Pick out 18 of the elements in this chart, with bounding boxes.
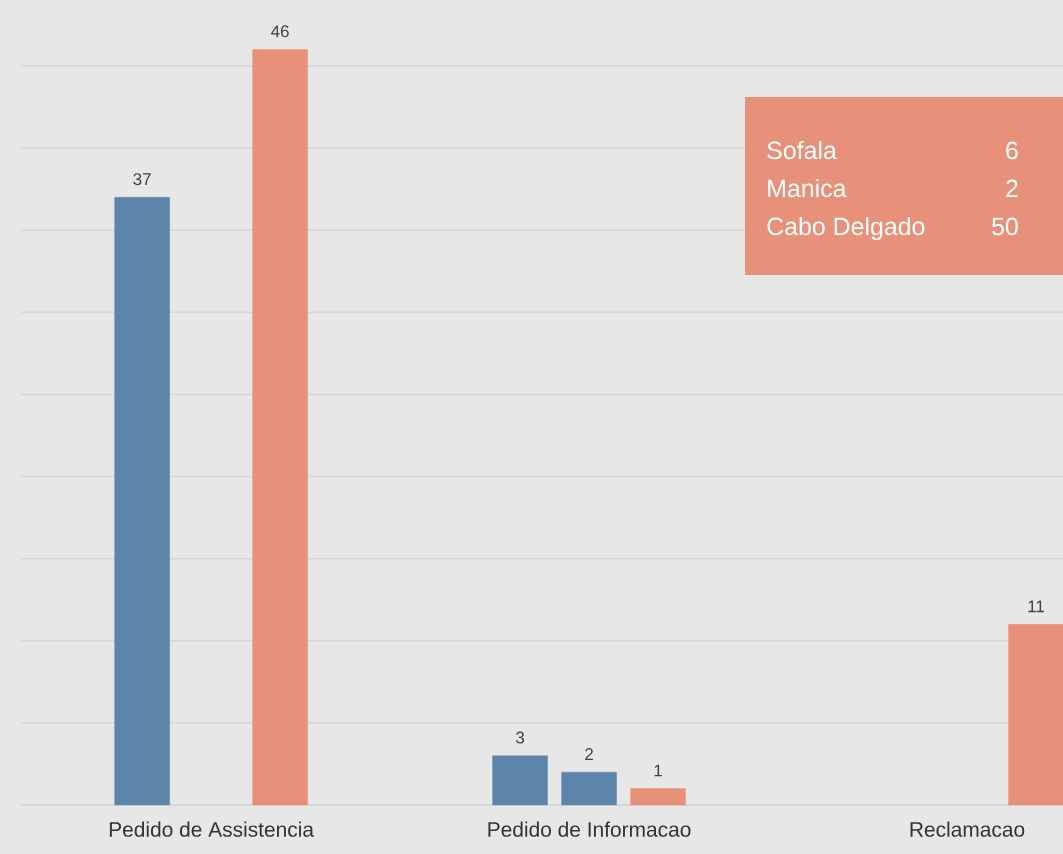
annotation: 2 bbox=[1006, 179, 1018, 197]
data-label: 3 bbox=[516, 731, 525, 744]
annotation: 50 bbox=[992, 217, 1018, 236]
x-tick-label: Reclamacao bbox=[910, 821, 1025, 837]
bar bbox=[492, 755, 548, 806]
data-label: 46 bbox=[271, 25, 289, 38]
x-tick-label: Pedido de Assistencia bbox=[109, 821, 314, 837]
annotation: 6 bbox=[1006, 141, 1018, 160]
x-tick-label: Pedido de Informacao bbox=[488, 821, 691, 837]
annotation: Cabo Delgado bbox=[767, 216, 925, 241]
data-label: 11 bbox=[1028, 600, 1044, 613]
bar bbox=[114, 197, 170, 806]
annotation: Manica bbox=[768, 178, 847, 198]
bar bbox=[561, 771, 617, 806]
data-label: 2 bbox=[585, 748, 593, 760]
data-label: 1 bbox=[654, 764, 662, 777]
data-label: 37 bbox=[133, 173, 151, 186]
annotation: Sofala bbox=[767, 140, 837, 160]
